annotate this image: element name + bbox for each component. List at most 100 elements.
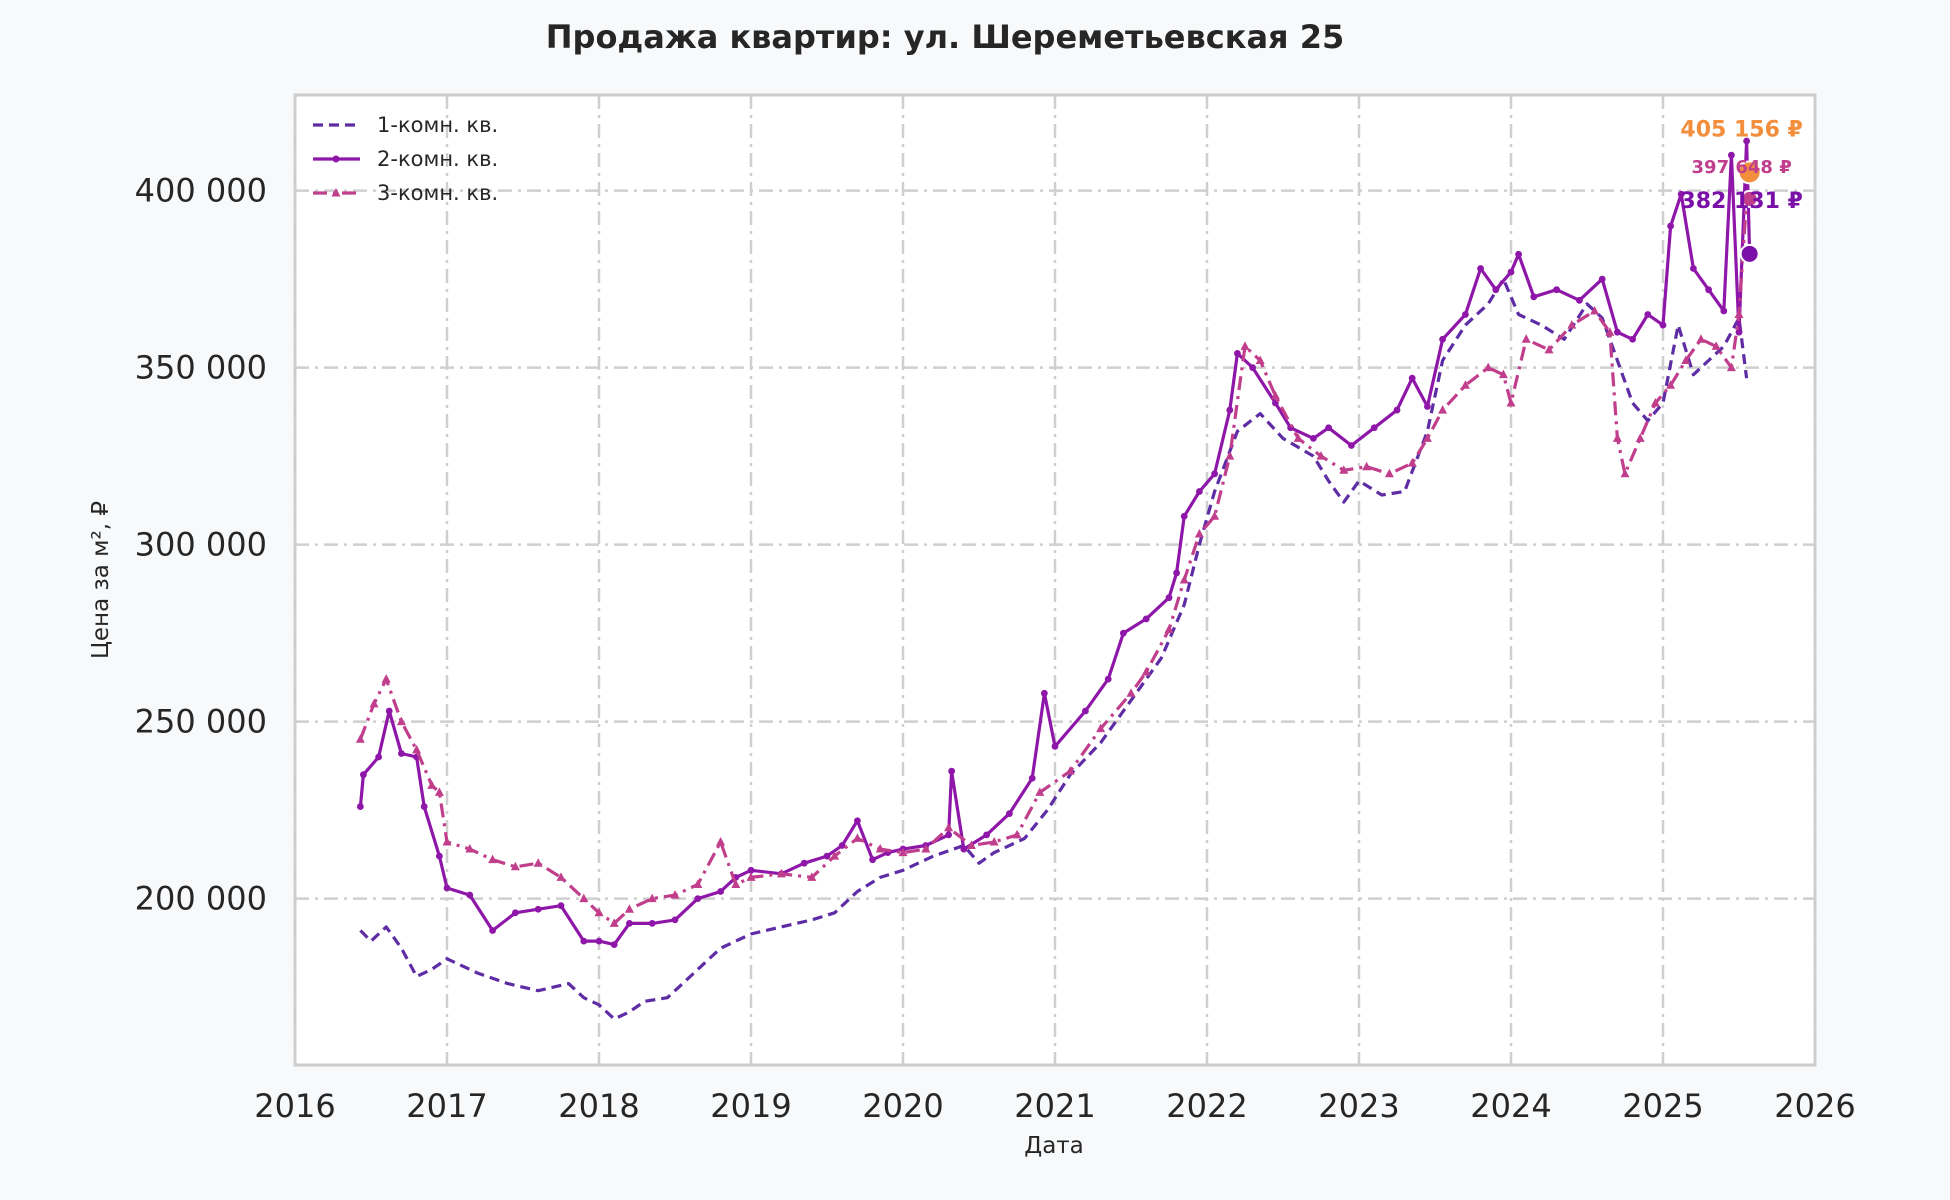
data-point: [1477, 265, 1484, 272]
data-point: [693, 879, 703, 888]
data-point: [466, 891, 474, 899]
data-point: [1598, 275, 1606, 283]
data-point: [396, 716, 406, 726]
y-tick-label: 400 000: [135, 172, 267, 210]
data-point: [512, 909, 519, 917]
data-point: [1310, 434, 1317, 442]
data-point: [1498, 369, 1508, 379]
data-point: [966, 840, 976, 850]
data-point: [1635, 433, 1645, 442]
data-point: [800, 859, 808, 867]
y-axis: 200 000 250 000 300 000 350 000 400 000: [135, 172, 267, 918]
data-point: [1507, 268, 1515, 276]
data-point: [854, 817, 861, 825]
data-point: [1210, 511, 1220, 520]
data-point: [898, 847, 908, 857]
data-point: [420, 803, 428, 810]
y-tick-label: 300 000: [135, 526, 267, 564]
data-point: [875, 844, 885, 853]
data-point: [1544, 344, 1554, 354]
series-2-комн-кв: [356, 137, 1754, 949]
data-point: [1408, 374, 1416, 382]
data-point: [1614, 328, 1621, 336]
data-point: [1234, 350, 1241, 357]
data-point: [1553, 286, 1560, 294]
end-value-label: 397 648 ₽: [1692, 157, 1792, 178]
data-point: [360, 771, 367, 779]
data-point: [1240, 341, 1250, 350]
grid: [293, 95, 1817, 1065]
data-point: [1082, 707, 1089, 715]
data-point: [412, 744, 422, 754]
data-point: [385, 707, 393, 715]
y-axis-label: Цена за м², ₽: [88, 501, 114, 659]
data-point: [465, 844, 475, 853]
series-group: [355, 137, 1754, 1021]
end-value-label: 405 156 ₽: [1680, 117, 1802, 142]
data-point: [434, 787, 444, 796]
data-point: [694, 895, 702, 903]
data-point: [717, 888, 724, 895]
data-point: [1605, 327, 1615, 336]
legend-marker: [331, 188, 341, 197]
data-point: [1126, 688, 1136, 697]
data-point: [823, 852, 831, 860]
data-point: [1339, 465, 1349, 474]
x-axis-label: Дата: [1024, 1133, 1084, 1159]
data-point: [1659, 321, 1667, 329]
data-point: [1051, 742, 1059, 750]
data-point: [356, 803, 364, 810]
data-point: [647, 893, 657, 903]
data-point: [1293, 433, 1303, 442]
data-point: [1173, 569, 1180, 577]
data-point: [1521, 334, 1531, 343]
data-point: [1028, 774, 1036, 782]
data-point: [1690, 265, 1697, 272]
data-point: [1141, 667, 1151, 676]
data-point: [1196, 488, 1203, 495]
data-point: [1726, 362, 1736, 372]
data-point: [443, 884, 451, 892]
data-point: [671, 916, 679, 924]
data-point: [1629, 335, 1636, 343]
legend-item: 2-комн. кв.: [313, 147, 498, 171]
data-point: [746, 872, 756, 881]
x-tick-label: 2016: [254, 1087, 335, 1125]
data-point: [1667, 222, 1674, 230]
data-point: [948, 767, 956, 775]
data-point: [1407, 458, 1417, 467]
data-point: [1211, 470, 1218, 478]
data-point: [1120, 629, 1127, 637]
x-tick-label: 2017: [406, 1087, 487, 1125]
data-point: [1711, 341, 1721, 350]
data-point: [1734, 309, 1744, 318]
data-point: [355, 734, 365, 743]
data-point: [1362, 461, 1372, 471]
data-point: [609, 918, 619, 927]
data-point: [1439, 335, 1446, 343]
end-marker: [1740, 189, 1759, 208]
legend-label: 3-комн. кв.: [377, 181, 498, 205]
data-point: [983, 831, 990, 839]
data-point: [1035, 787, 1045, 796]
end-marker: [1737, 160, 1762, 185]
data-point: [442, 836, 452, 846]
chart-title: Продажа квартир: ул. Шереметьевская 25: [546, 18, 1345, 56]
data-point: [533, 858, 543, 867]
x-tick-label: 2021: [1014, 1087, 1095, 1125]
data-point: [489, 927, 496, 934]
data-point: [1677, 190, 1685, 198]
data-point: [1644, 311, 1652, 318]
x-axis: 2016 2017 2018 2019 2020 2021 2022 2023 2024 2025…: [254, 1087, 1855, 1125]
data-point: [1348, 442, 1355, 449]
data-point: [369, 698, 379, 708]
legend: 1-комн. кв. 2-комн. кв. 3-комн. кв.: [313, 113, 498, 205]
data-point: [488, 854, 498, 864]
data-point: [594, 907, 604, 917]
data-point: [1316, 451, 1326, 460]
data-point: [747, 866, 755, 874]
data-point: [1492, 286, 1500, 294]
data-point: [1620, 468, 1630, 478]
data-point: [1040, 689, 1048, 697]
